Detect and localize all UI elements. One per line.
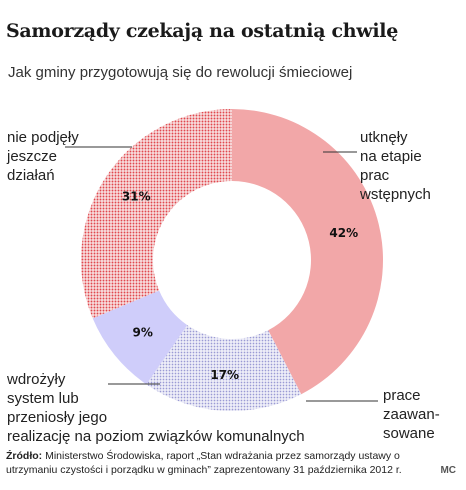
slice-value-label: 17% — [210, 368, 239, 382]
source-label: Źródło: — [6, 450, 43, 462]
chart-subtitle: Jak gminy przygotowują się do rewolucji … — [8, 64, 353, 81]
donut-slice — [232, 109, 383, 395]
label-initial-stage: utknęły na etapie prac wstępnych — [360, 129, 431, 203]
slice-value-label: 9% — [133, 326, 153, 340]
chart-title: Samorządy czekają na ostatnią chwilę — [6, 20, 398, 42]
label-advanced: prace zaawan- sowane — [383, 387, 440, 442]
source-note: Źródło: Ministerstwo Środowiska, raport … — [6, 449, 436, 477]
credit: MC — [440, 465, 456, 476]
donut-slice — [81, 109, 232, 319]
label-no-action: nie podjęły jeszcze działań — [7, 129, 79, 184]
slice-value-label: 42% — [329, 226, 358, 240]
donut-slice — [146, 325, 302, 411]
donut-slice — [92, 290, 188, 385]
source-text: Ministerstwo Środowiska, raport „Stan wd… — [6, 450, 402, 476]
slice-value-label: 31% — [122, 189, 151, 203]
label-implemented: wdrożyły system lub przeniosły jego real… — [7, 371, 305, 445]
